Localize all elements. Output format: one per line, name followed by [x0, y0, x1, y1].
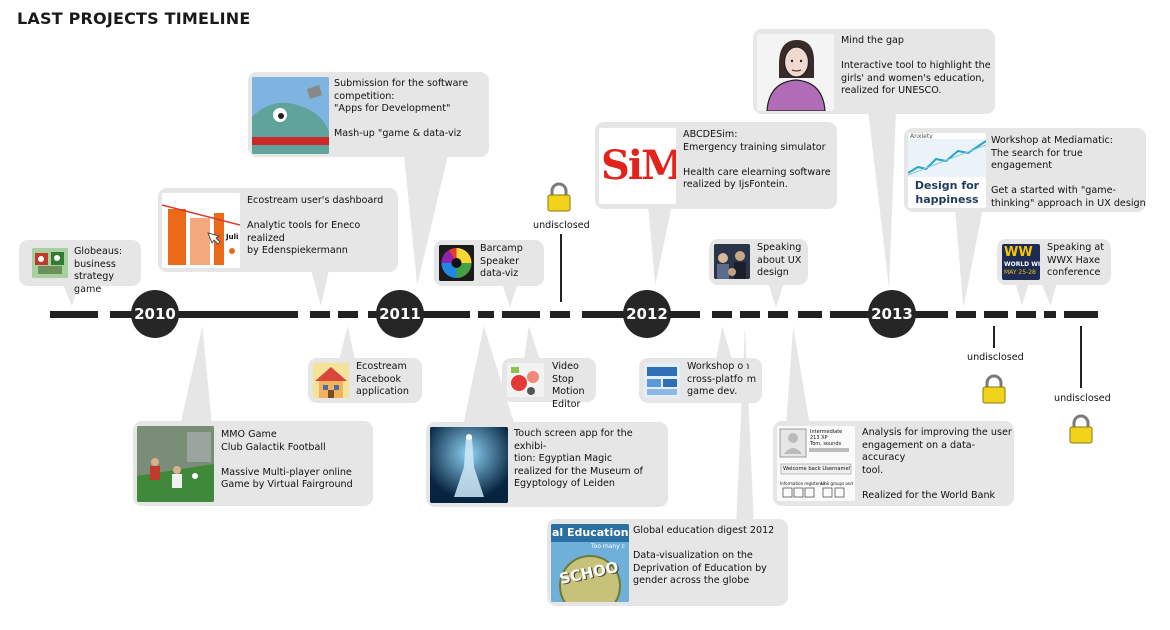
project-card-apps-for-development[interactable]: Submission for the software competition:…: [248, 72, 489, 157]
design-for-happiness-thumbnail: Anxiety Design for happiness: [908, 133, 986, 208]
project-card-ecostream-dashboard[interactable]: Juli Ecostream user's dashboard Analytic…: [158, 188, 398, 272]
education-thumb-sub: Too many c: [591, 543, 625, 550]
football-thumbnail: [137, 426, 214, 502]
project-card-mind-the-gap[interactable]: Mind the gap Interactive tool to highlig…: [753, 29, 995, 114]
project-card-barcamp[interactable]: Barcamp Speaker data-viz: [434, 240, 544, 286]
lock-icon: [982, 374, 1006, 404]
form-thumb-line-4: Information registered: [780, 481, 825, 486]
project-text: Barcamp Speaker data-viz: [480, 243, 523, 280]
project-text: Analysis for improving the user engageme…: [862, 427, 1012, 501]
page-title: LAST PROJECTS TIMELINE: [17, 9, 251, 28]
timeline-segment: [798, 311, 822, 318]
audience-thumbnail: [714, 244, 750, 279]
year-badge-2010: 2010: [131, 290, 179, 338]
stop-motion-thumbnail: [507, 363, 544, 397]
form-thumb-welcome: Welcome back Username!: [783, 466, 851, 472]
project-text: Submission for the software competition:…: [334, 78, 469, 140]
project-text: MMO Game Club Galactik Football Massive …: [221, 429, 353, 491]
project-card-egyptian-magic[interactable]: Touch screen app for the exhibi- tion: E…: [426, 422, 668, 507]
form-thumb-line-1: Intermediate: [810, 429, 843, 435]
project-text: Video Stop Motion Editor: [552, 361, 585, 410]
form-thumb-line-2: 213 XP: [810, 435, 828, 441]
workshop-thumbnail: [644, 363, 680, 398]
timeline-segment: [1044, 311, 1056, 318]
wwx-thumb-text: WW: [1004, 245, 1033, 260]
profile-form-thumbnail: Intermediate 213 XP Tom, sounds Welcome …: [777, 426, 855, 501]
timeline-segment: [1064, 311, 1098, 318]
egypt-thumbnail: [430, 427, 508, 503]
apps-thumbnail: [252, 77, 329, 154]
project-text: Globeaus: business strategy game: [74, 246, 123, 295]
wwx-thumbnail: WW WORLD WI MAY 25-28: [1002, 244, 1040, 280]
timeline-segment: [502, 311, 540, 318]
project-card-speaking-ux[interactable]: Speaking about UX design: [709, 239, 808, 285]
dashboard-thumbnail: Juli: [162, 193, 240, 268]
education-thumb-title: al Education: [552, 526, 629, 539]
project-text: Ecostream Facebook application: [356, 361, 409, 398]
anxiety-label: Anxiety: [910, 133, 933, 140]
education-thumbnail: al Education Too many c SCHOO: [551, 524, 629, 602]
sim-logo: SiM: [599, 128, 676, 204]
timeline-segment: [550, 311, 570, 318]
timeline-segment: [956, 311, 976, 318]
year-badge-2012: 2012: [623, 290, 671, 338]
project-text: Speaking about UX design: [757, 242, 802, 279]
game-thumbnail: [32, 248, 68, 278]
project-card-abcdesim[interactable]: SiM ABCDESim: Emergency training simulat…: [595, 122, 837, 209]
timeline-segment: [1016, 311, 1036, 318]
undisclosed-tick: [993, 326, 995, 348]
project-card-stop-motion[interactable]: Video Stop Motion Editor: [502, 358, 596, 410]
wwx-thumb-date: MAY 25-28: [1004, 269, 1036, 276]
lock-icon: [547, 182, 571, 212]
timeline-segment: [984, 311, 1008, 318]
timeline-segment: [338, 311, 358, 318]
project-text: Speaking at WWX Haxe conference: [1047, 242, 1105, 279]
undisclosed-tick: [1080, 326, 1082, 388]
dashboard-thumb-label: Juli: [226, 233, 239, 241]
thumb-caption: Design for happiness: [914, 179, 980, 206]
sim-logo-text: SiM: [601, 142, 676, 189]
timeline-segment: [768, 311, 788, 318]
year-badge-2013: 2013: [868, 290, 916, 338]
undisclosed-label: undisclosed: [1054, 393, 1111, 404]
project-card-workshop-cross-platform[interactable]: Workshop on cross-platform game dev.: [639, 358, 762, 403]
project-card-mediamatic[interactable]: Anxiety Design for happiness Workshop at…: [904, 128, 1146, 212]
timeline-segment: [110, 311, 298, 318]
undisclosed-label: undisclosed: [967, 352, 1024, 363]
timeline-segment: [50, 311, 98, 318]
undisclosed-tick: [560, 234, 562, 302]
project-card-ecostream-facebook[interactable]: Ecostream Facebook application: [308, 358, 422, 403]
undisclosed-label: undisclosed: [533, 220, 590, 231]
project-text: Global education digest 2012 Data-visual…: [633, 525, 775, 587]
wwx-thumb-sub: WORLD WI: [1004, 261, 1040, 268]
girl-thumbnail: [757, 34, 834, 111]
timeline-segment: [712, 311, 732, 318]
lock-icon: [1069, 414, 1093, 444]
timeline-segment: [478, 311, 494, 318]
color-wheel-thumbnail: [439, 245, 474, 281]
timeline-segment: [310, 311, 330, 318]
project-text: ABCDESim: Emergency training simulator H…: [683, 129, 831, 191]
house-thumbnail: [313, 363, 349, 398]
project-text: Ecostream user's dashboard Analytic tool…: [247, 195, 384, 257]
project-card-wwx[interactable]: WW WORLD WI MAY 25-28 Speaking at WWX Ha…: [997, 239, 1111, 285]
year-badge-2011: 2011: [376, 290, 424, 338]
form-thumb-line-3: Tom, sounds: [810, 441, 842, 447]
project-card-globeaus[interactable]: Globeaus: business strategy game: [19, 240, 141, 295]
project-card-education-digest[interactable]: al Education Too many c SCHOO Global edu…: [547, 519, 788, 606]
project-text: Touch screen app for the exhibi- tion: E…: [514, 428, 643, 490]
project-text: Workshop at Mediamatic: The search for t…: [991, 135, 1146, 209]
timeline-segment: [740, 311, 760, 318]
project-card-world-bank[interactable]: Intermediate 213 XP Tom, sounds Welcome …: [773, 421, 1014, 506]
form-thumb-line-5: Link groups and: [821, 481, 853, 486]
project-card-mmo-game[interactable]: MMO Game Club Galactik Football Massive …: [133, 421, 373, 506]
project-text: Mind the gap Interactive tool to highlig…: [841, 35, 991, 97]
